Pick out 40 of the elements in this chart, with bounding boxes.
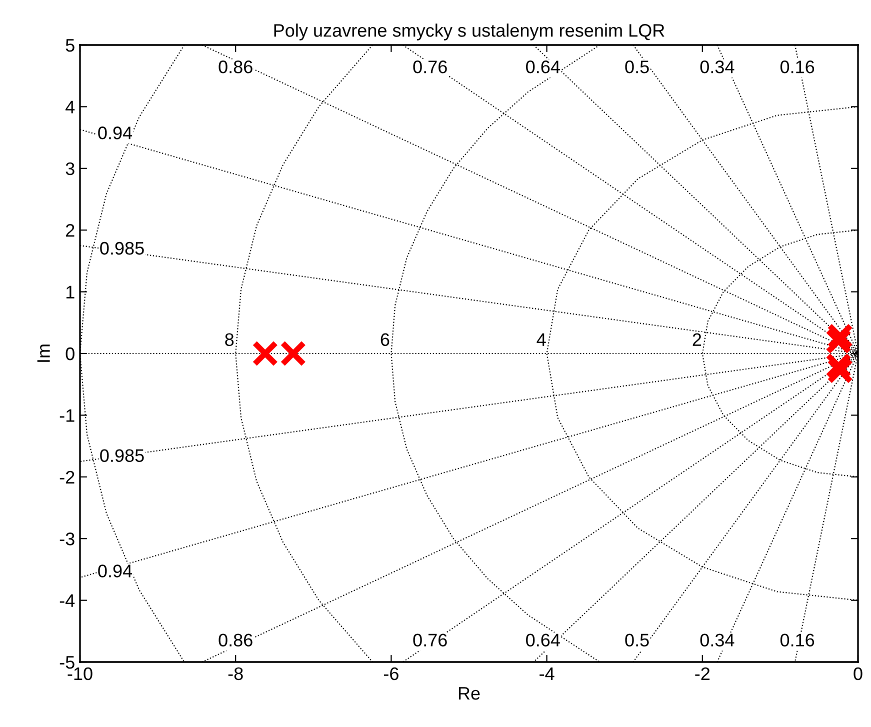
y-axis-title: Im	[37, 344, 50, 362]
annotation: 0.5	[625, 60, 649, 74]
y-tick-label: -5	[60, 656, 74, 669]
y-tick-label: 3	[66, 162, 74, 176]
annotation: 0.985	[100, 242, 144, 255]
annotation: 0.64	[526, 634, 560, 646]
x-tick-label: -2	[695, 667, 710, 680]
annotation: 2	[692, 333, 702, 346]
x-tick-label: -10	[68, 667, 92, 680]
annotation: 0.76	[413, 634, 447, 646]
annotation: 8	[225, 333, 234, 346]
y-tick-label: 4	[66, 100, 75, 114]
y-tick-label: -4	[60, 594, 75, 607]
y-tick-label: 2	[66, 224, 74, 237]
annotation: 0.5	[625, 634, 649, 646]
y-tick-label: 0	[66, 347, 74, 360]
chart-title: Poly uzavrene smycky s ustalenym resenim LQR	[274, 24, 664, 40]
annotation: 0.86	[218, 60, 252, 74]
annotation: 0.34	[700, 634, 734, 646]
annotation: 0.16	[780, 60, 814, 74]
annotation: 0.86	[218, 634, 252, 646]
y-tick-label: 1	[66, 286, 74, 298]
annotation: 0.94	[98, 564, 132, 578]
y-tick-label: -1	[60, 409, 74, 422]
annotation: 4	[536, 333, 546, 346]
y-tick-label: 5	[66, 39, 74, 52]
x-tick-label: -6	[384, 667, 398, 680]
x-tick-label: -4	[540, 668, 554, 680]
annotation: 0.76	[413, 60, 447, 74]
x-tick-label: 0	[854, 667, 862, 680]
annotation: 6	[380, 333, 390, 346]
y-tick-label: -2	[60, 470, 74, 484]
annotation: 0.16	[780, 634, 814, 646]
x-tick-label: -8	[228, 667, 243, 680]
x-axis-title: Re	[458, 687, 480, 700]
annotation: 0.985	[100, 449, 144, 462]
annotation: 0.34	[700, 60, 734, 74]
y-tick-label: -3	[60, 532, 74, 546]
annotation: 0.64	[526, 60, 560, 74]
annotation: 0.94	[98, 126, 132, 140]
